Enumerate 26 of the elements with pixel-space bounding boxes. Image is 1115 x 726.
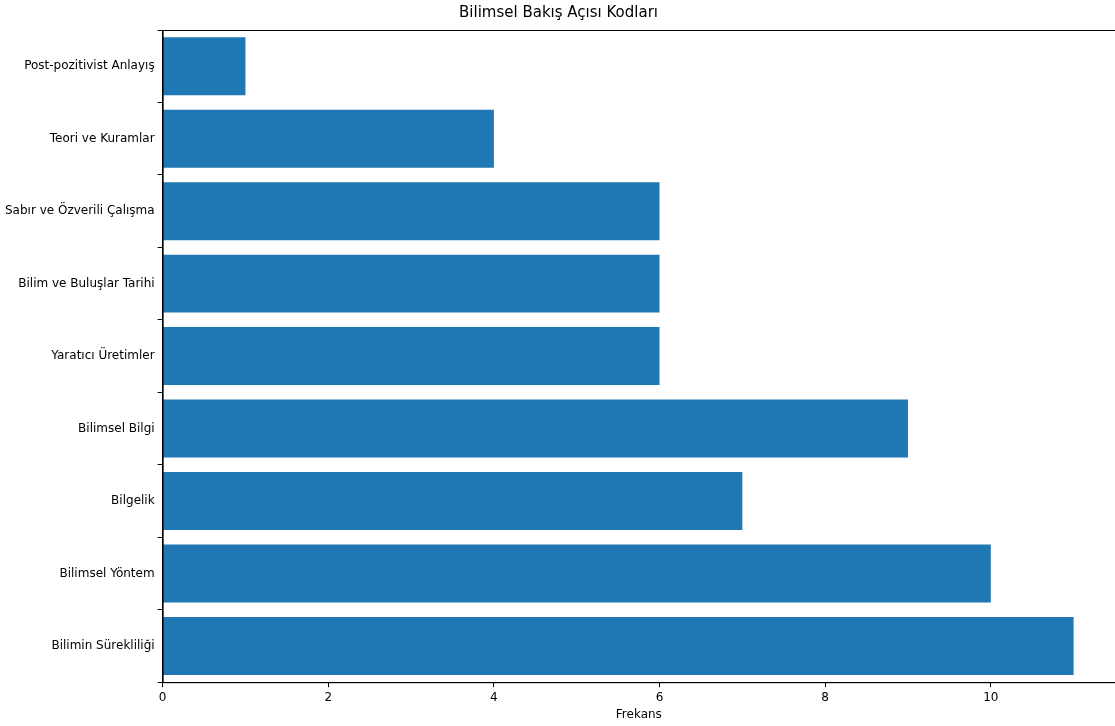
y-tick-label: Bilimsel Bilgi (78, 420, 155, 435)
bar (163, 616, 1074, 675)
y-tick-label: Post-pozitivist Anlayış (24, 58, 155, 73)
bar (163, 109, 494, 168)
chart-title: Bilimsel Bakış Açısı Kodları (459, 2, 658, 21)
y-tick-label: Teori ve Kuramlar (48, 130, 155, 145)
x-axis-title: Frekans (615, 706, 662, 721)
x-tick-label: 0 (158, 689, 167, 704)
bar (163, 399, 908, 458)
x-tick-label: 2 (324, 689, 333, 704)
x-tick-label: 10 (983, 689, 999, 704)
bar (163, 182, 660, 241)
bar (163, 327, 660, 386)
x-tick-label: 6 (655, 689, 664, 704)
x-tick-label: 8 (821, 689, 829, 704)
bar (163, 544, 991, 603)
bar (163, 37, 246, 96)
y-tick-label: Sabır ve Özverili Çalışma (4, 201, 155, 218)
y-tick-label: Yaratıcı Üretimler (50, 346, 155, 363)
y-tick-label: Bilgelik (111, 493, 155, 508)
x-tick-label: 4 (490, 689, 498, 704)
y-tick-label: Bilimsel Yöntem (59, 565, 155, 580)
bar (163, 254, 660, 313)
y-tick-label: Bilimin Sürekliliği (51, 638, 155, 653)
y-tick-label: Bilim ve Buluşlar Tarihi (18, 275, 155, 290)
bar (163, 472, 743, 531)
